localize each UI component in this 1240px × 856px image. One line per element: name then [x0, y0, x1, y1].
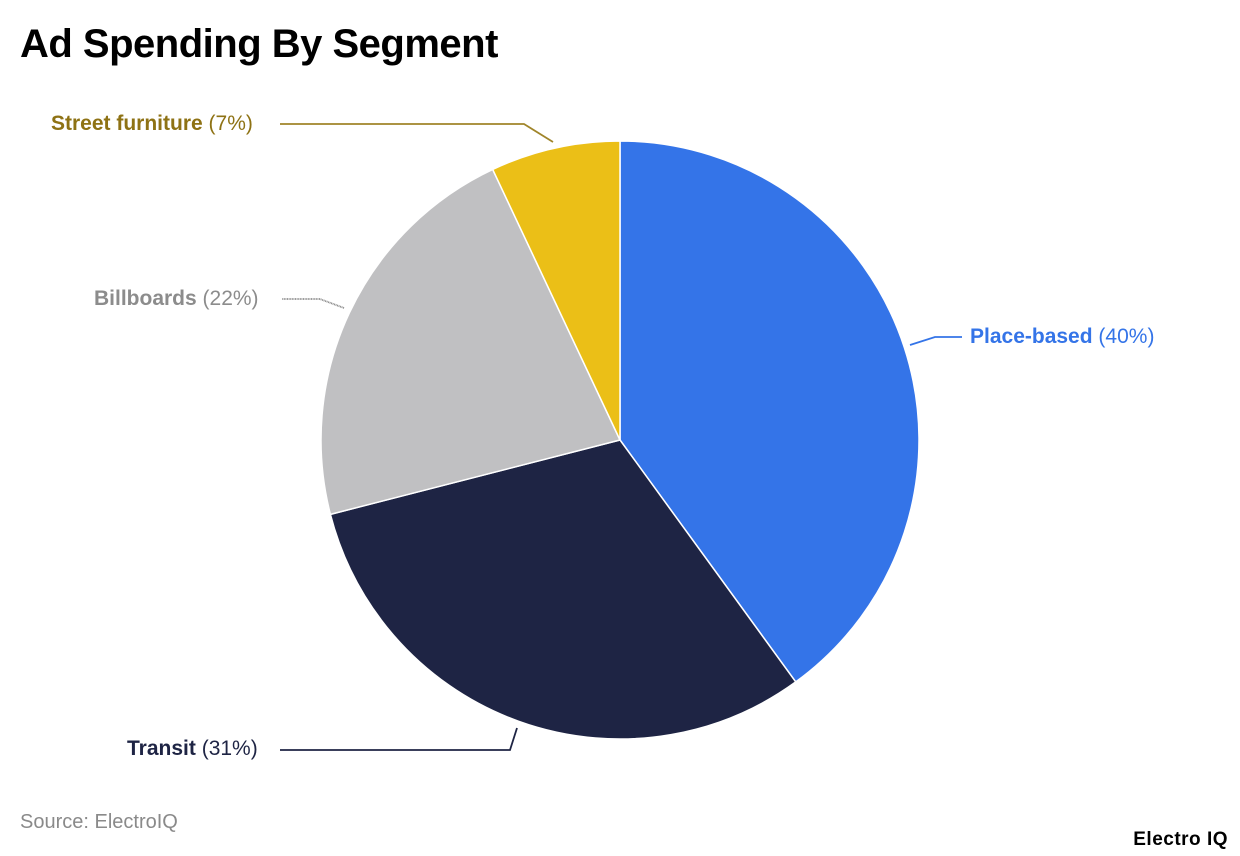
label-place-based: Place-based (40%): [970, 325, 1154, 349]
pie-slice-transit: [329, 439, 797, 740]
label-street-furniture-pct: (7%): [208, 112, 253, 135]
pie-slice-street-furniture: [491, 140, 621, 441]
label-billboards: Billboards (22%): [94, 287, 259, 311]
label-transit-pct: (31%): [201, 737, 258, 760]
leader-line-street-furniture: [280, 123, 554, 143]
source-note: Source: ElectroIQ: [20, 811, 178, 833]
leader-line-billboards: [282, 298, 345, 309]
label-place-based-name: Place-based: [970, 325, 1093, 348]
leader-line-transit: [280, 727, 518, 751]
label-billboards-name: Billboards: [94, 287, 197, 310]
label-street-furniture-name: Street furniture: [51, 112, 203, 135]
pie-slice-place-based: [619, 140, 920, 683]
pie-slice-billboards: [320, 168, 621, 516]
leader-line-place-based: [909, 336, 962, 346]
label-transit-name: Transit: [127, 737, 196, 760]
leader-lines: [280, 123, 962, 751]
pie-slices: [320, 140, 920, 740]
label-billboards-pct: (22%): [202, 287, 259, 310]
label-place-based-pct: (40%): [1098, 325, 1155, 348]
label-transit: Transit (31%): [127, 737, 258, 761]
chart-title: Ad Spending By Segment: [20, 22, 498, 66]
label-street-furniture: Street furniture (7%): [51, 112, 253, 136]
brand-logo: Electro IQ: [1133, 829, 1228, 850]
